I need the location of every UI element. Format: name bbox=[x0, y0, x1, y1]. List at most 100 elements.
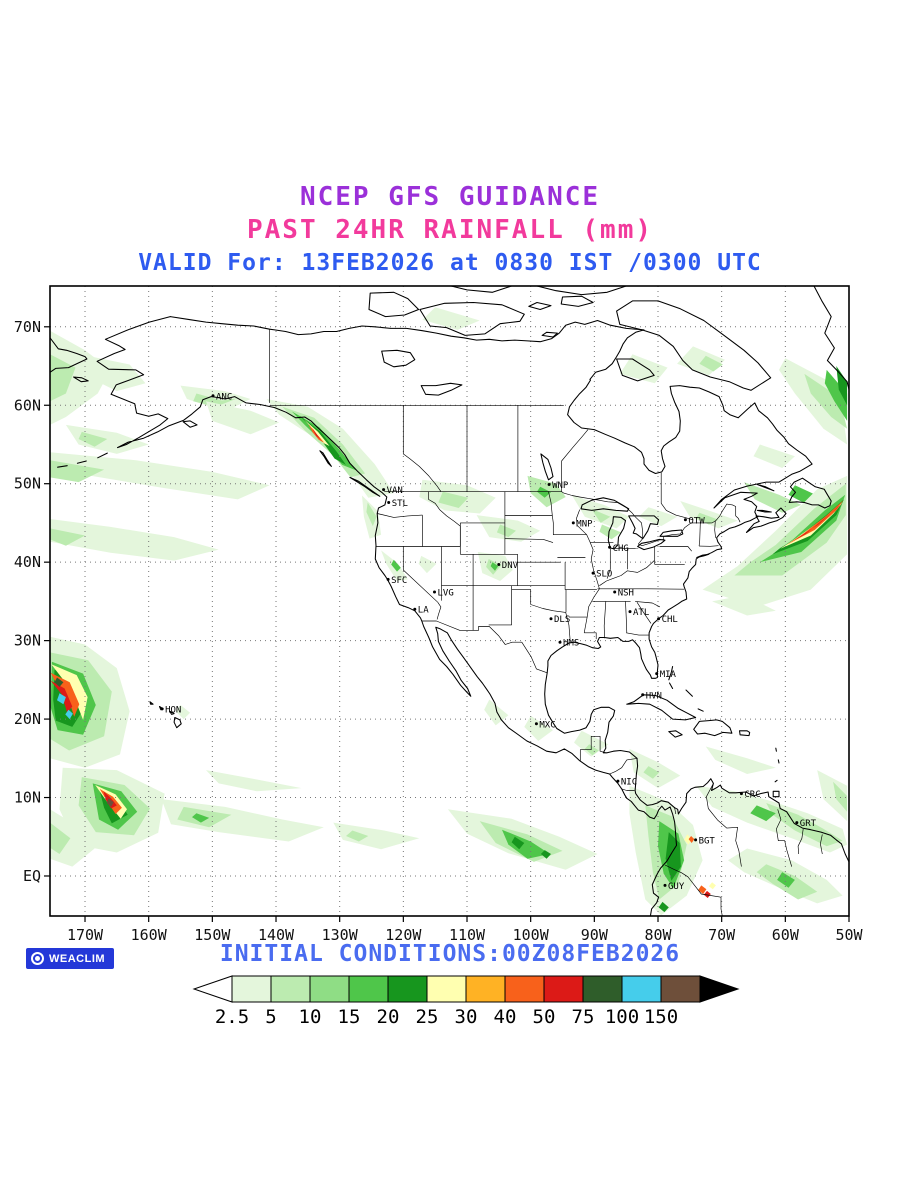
city-dot bbox=[387, 501, 391, 504]
city-label: CRC bbox=[744, 790, 760, 800]
legend-segment bbox=[309, 975, 350, 1003]
legend-label: 25 bbox=[416, 1006, 439, 1028]
legend-label: 10 bbox=[299, 1006, 322, 1028]
legend-segment bbox=[660, 975, 701, 1003]
lat-tick-label: 30N bbox=[14, 632, 41, 650]
city-dot bbox=[628, 610, 632, 614]
legend-segment bbox=[543, 975, 584, 1003]
city-dot bbox=[558, 640, 562, 644]
lon-tick-label: 150W bbox=[194, 926, 231, 940]
legend-segment bbox=[465, 975, 506, 1003]
chart-subtitle: PAST 24HR RAINFALL (mm) bbox=[246, 215, 654, 245]
lon-tick-label: 170W bbox=[67, 926, 104, 940]
city-label: GRT bbox=[800, 819, 817, 829]
lat-tick-label: 50N bbox=[14, 475, 41, 493]
legend-segment bbox=[504, 975, 545, 1003]
lon-tick-label: 140W bbox=[258, 926, 295, 940]
city-dot bbox=[591, 571, 595, 575]
city-label: NIC bbox=[621, 778, 637, 788]
city-label: DLS bbox=[554, 615, 570, 625]
rainfall-legend: 2.5 5 10 15 20 25 30 40 50 75 100 150 bbox=[192, 975, 740, 1028]
coastlines bbox=[50, 286, 849, 916]
legend-label: 40 bbox=[494, 1006, 517, 1028]
city-label: MIA bbox=[660, 670, 677, 680]
political-borders bbox=[269, 329, 823, 916]
city-label: MNP bbox=[576, 519, 593, 529]
lat-tick-label: 70N bbox=[14, 318, 41, 336]
city-dot bbox=[571, 521, 575, 525]
city-label: ANC bbox=[216, 392, 232, 402]
city-label: VAN bbox=[387, 486, 403, 496]
chart-title: NCEP GFS GUIDANCE bbox=[299, 182, 601, 212]
lon-tick-label: 120W bbox=[385, 926, 422, 940]
city-dot bbox=[641, 693, 645, 697]
city-dot bbox=[549, 617, 553, 621]
legend-segment bbox=[426, 975, 467, 1003]
city-label: HMS bbox=[563, 639, 579, 649]
city-label: SLO bbox=[596, 570, 612, 580]
legend-label: 150 bbox=[644, 1006, 678, 1028]
city-dot bbox=[382, 488, 386, 492]
title-block: NCEP GFS GUIDANCE PAST 24HR RAINFALL (mm… bbox=[0, 181, 900, 280]
legend-label: 20 bbox=[377, 1006, 400, 1028]
lon-tick-label: 100W bbox=[513, 926, 550, 940]
rainfall-shading bbox=[50, 307, 848, 916]
lon-tick-label: 70W bbox=[708, 926, 736, 940]
city-dot bbox=[795, 821, 799, 825]
city-label: BGT bbox=[699, 836, 716, 846]
city-markers: ANC VAN STL WNP MNP OTW CHG SLO DNV SFC LVG LA DLS NS… bbox=[160, 392, 817, 892]
weaclim-badge[interactable]: WEACLIM bbox=[26, 948, 115, 969]
city-dot bbox=[683, 518, 687, 522]
city-label: NSH bbox=[618, 589, 634, 599]
city-dot bbox=[663, 883, 667, 887]
city-dot bbox=[613, 590, 617, 594]
city-label: LA bbox=[418, 606, 429, 616]
legend-segment bbox=[582, 975, 623, 1003]
valid-time: VALID For: 13FEB2026 at 0830 IST /0300 U… bbox=[138, 250, 762, 276]
legend-segment bbox=[231, 975, 272, 1003]
legend-overflow-arrow bbox=[699, 975, 740, 1003]
legend-label: 100 bbox=[605, 1006, 639, 1028]
weaclim-label: WEACLIM bbox=[49, 952, 106, 965]
city-label: DNV bbox=[502, 561, 519, 571]
city-label: HON bbox=[165, 705, 181, 715]
lon-tick-label: 90W bbox=[581, 926, 609, 940]
city-dot bbox=[608, 545, 612, 549]
legend-segment bbox=[621, 975, 662, 1003]
legend-label: 50 bbox=[533, 1006, 556, 1028]
lat-tick-label: EQ bbox=[23, 867, 41, 885]
city-dot bbox=[616, 779, 620, 783]
city-label: GUY bbox=[668, 882, 685, 892]
lon-tick-label: 80W bbox=[644, 926, 672, 940]
lat-tick-label: 60N bbox=[14, 396, 41, 414]
legend-segment bbox=[270, 975, 311, 1003]
axis-labels: 70N 60N 50N 40N 30N 20N 10N EQ 170W 160W 150W 140W 1… bbox=[14, 318, 864, 940]
lat-tick-label: 20N bbox=[14, 710, 41, 728]
lon-tick-label: 160W bbox=[131, 926, 168, 940]
city-label: CHL bbox=[662, 615, 678, 625]
city-dot bbox=[160, 707, 164, 711]
city-dot bbox=[413, 607, 417, 611]
rainfall-map: 70N 60N 50N 40N 30N 20N 10N EQ 170W 160W 150W 140W 1… bbox=[14, 285, 864, 940]
city-dot bbox=[211, 394, 215, 398]
legend-segment bbox=[348, 975, 389, 1003]
city-label: STL bbox=[392, 499, 408, 509]
legend-segment bbox=[387, 975, 428, 1003]
weaclim-logo-icon bbox=[31, 952, 44, 965]
lon-tick-label: 110W bbox=[449, 926, 486, 940]
graticule bbox=[50, 286, 849, 916]
initial-conditions: INITIAL CONDITIONS:00Z08FEB2026 bbox=[219, 941, 681, 967]
lat-tick-label: 40N bbox=[14, 553, 41, 571]
legend-label: 75 bbox=[572, 1006, 595, 1028]
city-label: MXC bbox=[539, 720, 555, 730]
legend-label: 5 bbox=[265, 1006, 276, 1028]
legend-label: 2.5 bbox=[215, 1006, 249, 1028]
city-label: LVG bbox=[438, 589, 454, 599]
city-dot bbox=[655, 672, 659, 676]
city-dot bbox=[739, 792, 743, 796]
legend-label: 15 bbox=[338, 1006, 361, 1028]
city-dot bbox=[386, 577, 390, 581]
city-dot bbox=[657, 617, 661, 621]
city-dot bbox=[534, 722, 538, 726]
